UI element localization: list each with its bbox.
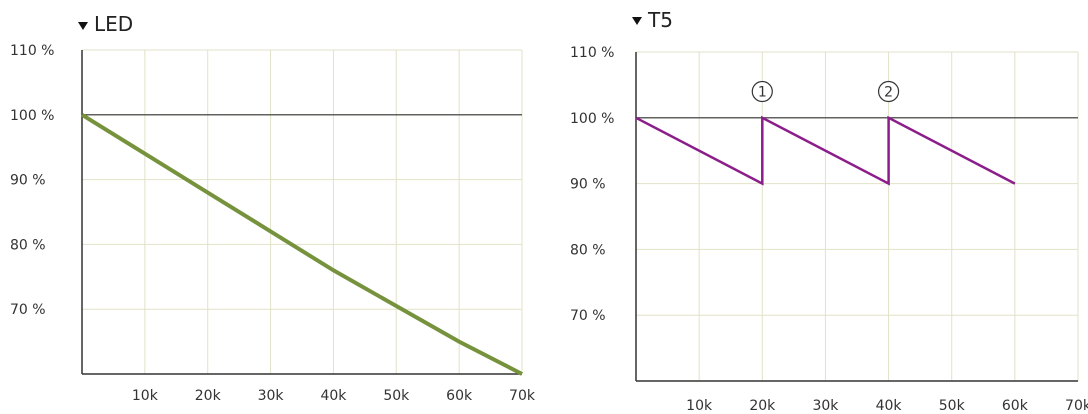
t5-y-tick-label: 90 % [570,177,606,193]
led-x-tick-label: 20k [195,388,222,404]
led-title-triangle-icon [78,22,88,30]
led-y-tick-label: 100 % [10,108,54,124]
led-chart-title: LED [94,12,133,36]
t5-annotation-label: 1 [758,84,767,100]
led-x-tick-label: 40k [320,388,347,404]
led-x-tick-label: 30k [258,388,285,404]
led-x-tick-label: 10k [132,388,159,404]
t5-x-tick-label: 50k [939,398,966,414]
t5-annotation-circle [877,80,900,103]
t5-x-tick-label: 60k [1002,398,1029,414]
led-y-tick-label: 80 % [10,237,46,253]
t5-x-tick-label: 10k [686,398,713,414]
t5-y-tick-label: 70 % [570,308,606,324]
led-x-tick-label: 50k [383,388,410,404]
led-y-tick-label: 110 % [10,43,54,59]
led-series-line [80,113,523,376]
led-y-tick-label: 90 % [10,173,46,189]
t5-x-tick-label: 20k [749,398,776,414]
t5-y-tick-label: 80 % [570,242,606,258]
led-x-tick-label: 70k [509,388,536,404]
t5-title-triangle-icon [632,17,642,25]
t5-series-line [635,115,1016,186]
t5-y-tick-label: 100 % [570,111,614,127]
t5-annotation-circle [751,80,773,103]
t5-y-tick-label: 110 % [570,45,614,61]
led-chart: LED 110 % 100 % 90 % 80 % 70 % 10k 20k 30k 40k 50… [10,12,536,404]
led-x-tick-label: 60k [446,388,473,404]
t5-x-tick-label: 40k [876,398,903,414]
t5-x-tick-label: 70k [1065,398,1088,414]
t5-annotation-label: 2 [884,84,893,100]
t5-chart: T5 110 % 100 % 90 % 80 % 70 % 10k 20k 30k 40k 50k… [570,8,1088,414]
led-y-tick-label: 70 % [10,302,46,318]
t5-chart-title: T5 [647,8,673,32]
t5-x-tick-label: 30k [812,398,839,414]
